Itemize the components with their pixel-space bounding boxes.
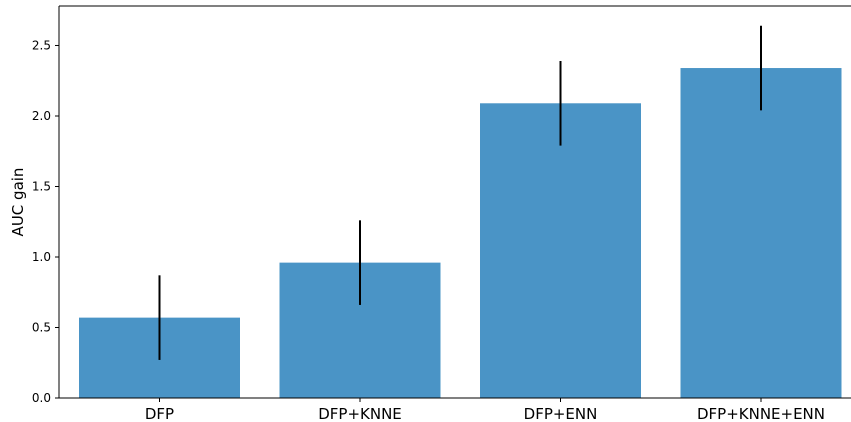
y-tick-label: 1.5	[32, 179, 51, 193]
bar-dfp-knne-enn	[680, 68, 842, 398]
x-tick-label: DFP+KNNE+ENN	[697, 405, 825, 422]
y-axis-title: AUC gain	[9, 168, 27, 237]
x-tick-label: DFP+ENN	[524, 405, 598, 422]
y-tick-label: 2.5	[32, 38, 51, 52]
error-bars-layer	[158, 25, 762, 360]
axes-layer	[58, 5, 851, 402]
y-ticks-layer: 0.0 0.5 1.0 1.5 2.0 2.5	[32, 38, 59, 405]
y-tick-label: 0.0	[32, 391, 51, 405]
x-tick-label: DFP	[145, 405, 174, 422]
x-labels-layer: DFP DFP+KNNE DFP+ENN DFP+KNNE+ENN	[145, 405, 825, 422]
y-tick-label: 2.0	[32, 109, 51, 123]
y-tick-label: 0.5	[32, 321, 51, 335]
bar-dfp-enn	[480, 103, 641, 398]
y-tick-label: 1.0	[32, 250, 51, 264]
bars-layer	[79, 68, 842, 398]
x-tick-label: DFP+KNNE	[318, 405, 402, 422]
